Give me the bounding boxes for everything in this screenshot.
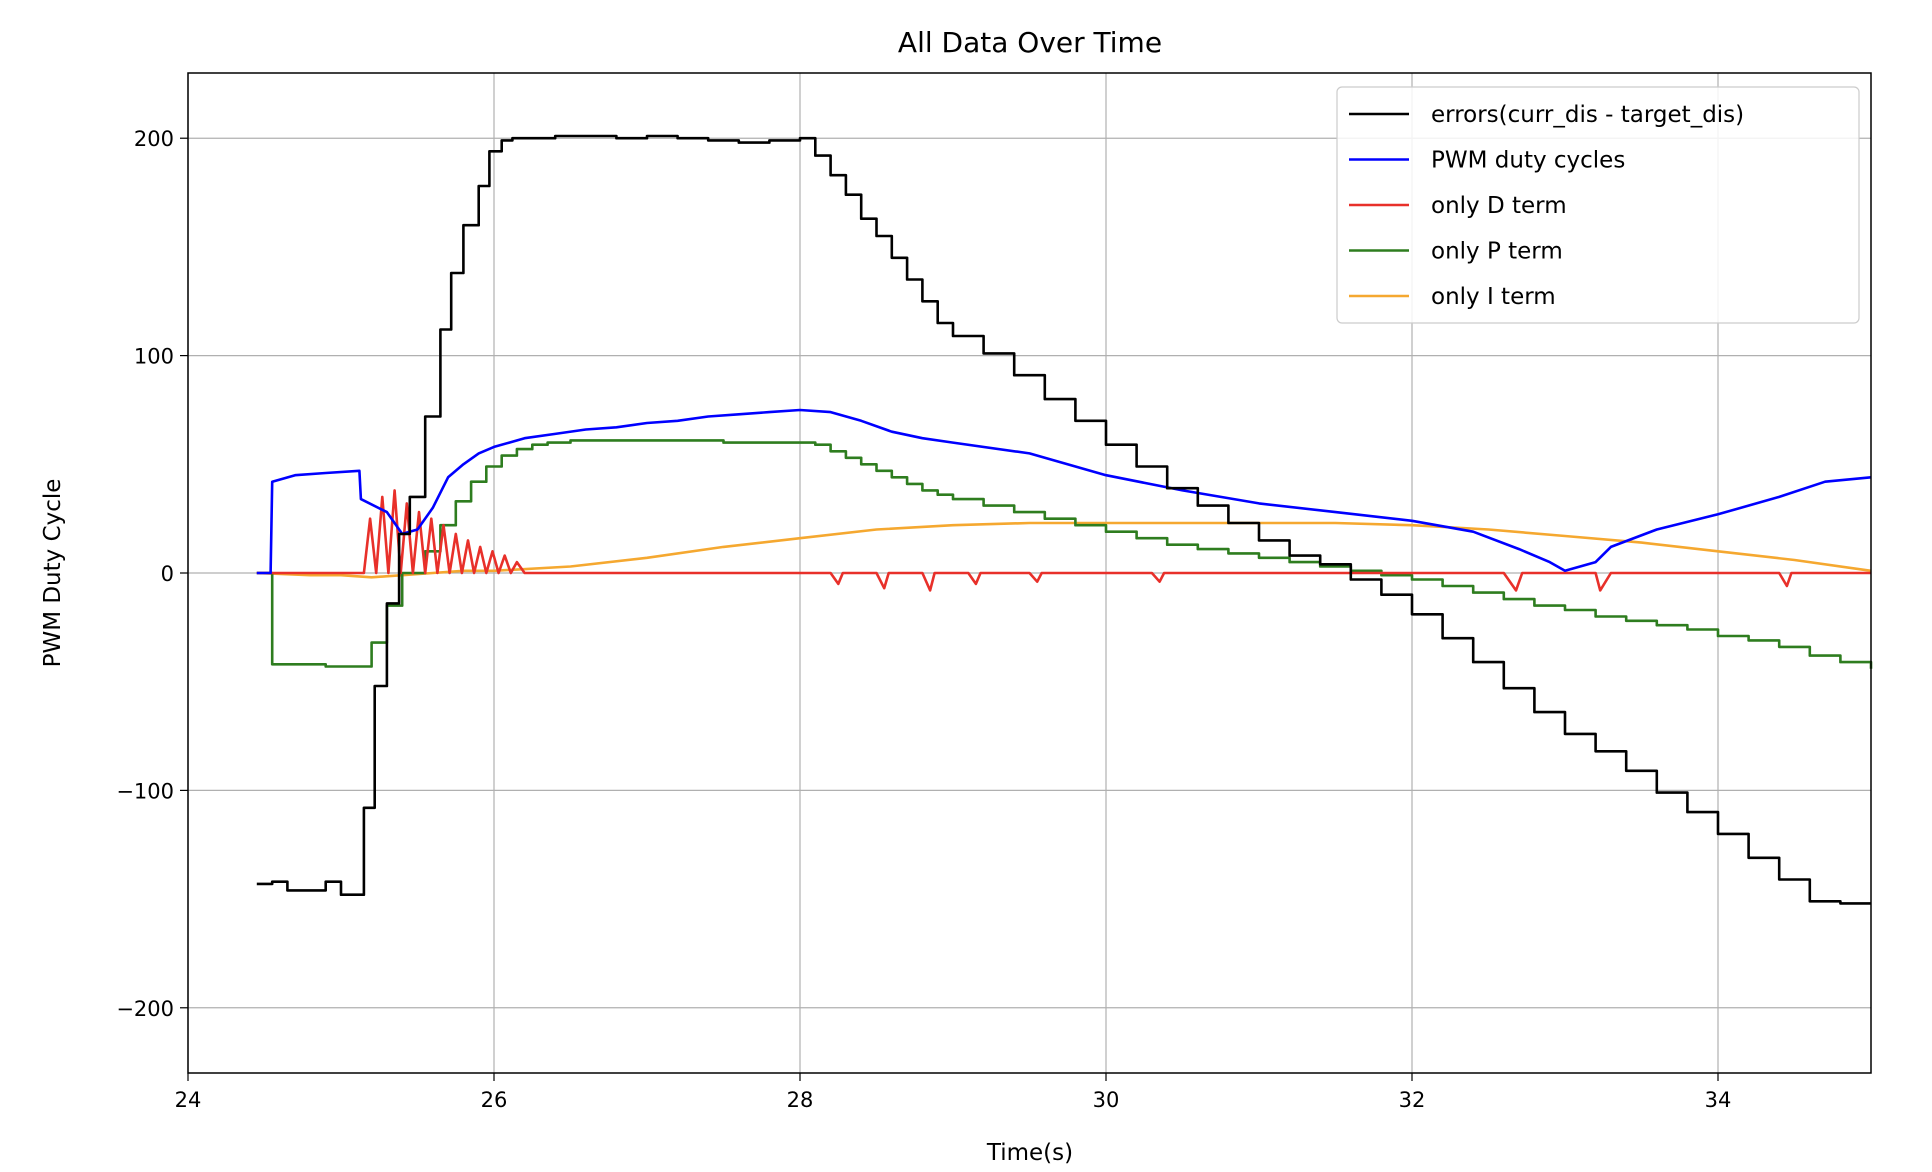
series-layer — [256, 134, 1873, 905]
legend: errors(curr_dis - target_dis) PWM duty cy… — [1336, 86, 1860, 324]
series-line-4 — [256, 521, 1872, 579]
legend-label: only P term — [1431, 239, 1563, 265]
y-tick-label: −100 — [116, 779, 174, 803]
legend-label: PWM duty cycles — [1431, 148, 1625, 174]
series-line-3 — [256, 439, 1873, 669]
series-line-1 — [256, 408, 1872, 575]
x-tick-label: 28 — [787, 1088, 814, 1112]
legend-box — [1336, 86, 1860, 324]
series-line-2 — [256, 489, 1871, 592]
series-line-0 — [256, 134, 1871, 905]
legend-label: only I term — [1431, 284, 1556, 310]
x-tick-label: 34 — [1705, 1088, 1732, 1112]
legend-label: errors(curr_dis - target_dis) — [1431, 102, 1744, 128]
x-tick-label: 24 — [175, 1088, 202, 1112]
y-axis-label: PWM Duty Cycle — [40, 479, 66, 668]
x-tick-label: 26 — [481, 1088, 508, 1112]
y-axis: −200 −100 0 100 200 — [116, 127, 188, 1021]
x-axis: 24 26 28 30 32 34 — [175, 1073, 1732, 1112]
x-tick-label: 32 — [1399, 1088, 1426, 1112]
y-tick-label: 100 — [134, 345, 174, 369]
x-tick-label: 30 — [1093, 1088, 1120, 1112]
chart-title: All Data Over Time — [898, 26, 1162, 59]
legend-label: only D term — [1431, 193, 1567, 219]
y-tick-label: 0 — [161, 562, 174, 586]
x-axis-label: Time(s) — [986, 1140, 1073, 1166]
y-tick-label: −200 — [116, 997, 174, 1021]
y-tick-label: 200 — [134, 127, 174, 151]
